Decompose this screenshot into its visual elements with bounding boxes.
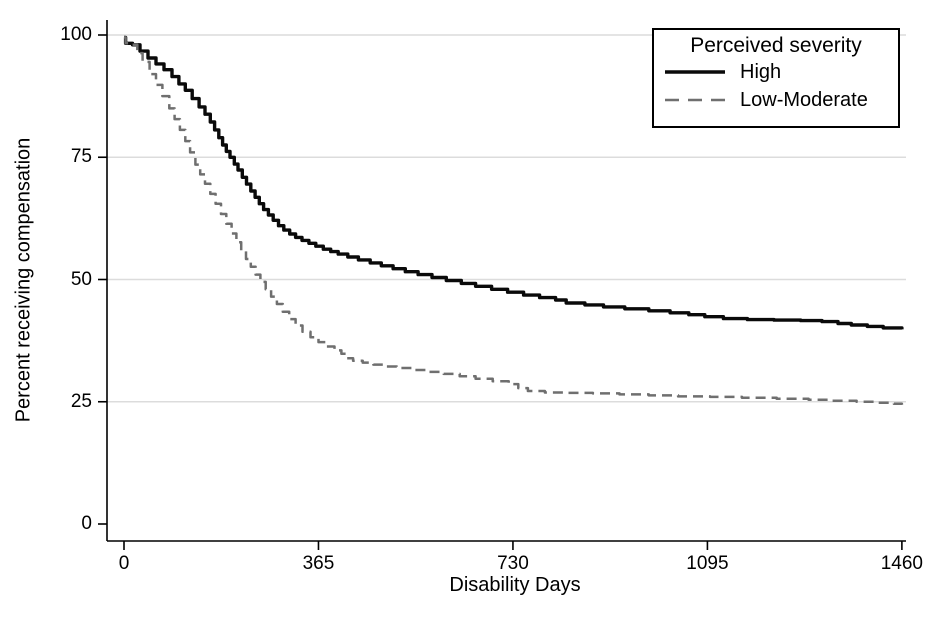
legend-entry-low-moderate: Low-Moderate [654,86,898,114]
x-tick-label-730: 730 [497,553,529,574]
low-moderate-series-line [124,36,904,405]
x-tick-label-0: 0 [118,553,130,574]
y-tick-label-0: 0 [81,513,92,534]
y-tick-label-75: 75 [70,146,92,168]
legend-label-high: High [740,60,782,83]
high-line-sample [665,70,725,74]
legend-title: Perceived severity [690,34,862,57]
x-tick-label-1460: 1460 [880,553,924,574]
x-tick-label-1095: 1095 [686,553,729,574]
y-tick-label-50: 50 [70,268,92,290]
low-moderate-line-sample [665,98,725,102]
high-series-line [123,35,904,330]
y-tick-label-25: 25 [70,390,92,412]
y-axis-title: Percent receiving compensation [12,137,35,422]
legend-label-low-moderate: Low-Moderate [740,88,868,111]
y-tick-label-100: 100 [60,24,92,45]
x-tick-label-365: 365 [302,553,335,574]
x-axis-title: Disability Days [449,574,581,596]
legend-entry-high: High [654,58,898,86]
legend-box: Perceived severity High Low-Moderate [652,28,900,128]
